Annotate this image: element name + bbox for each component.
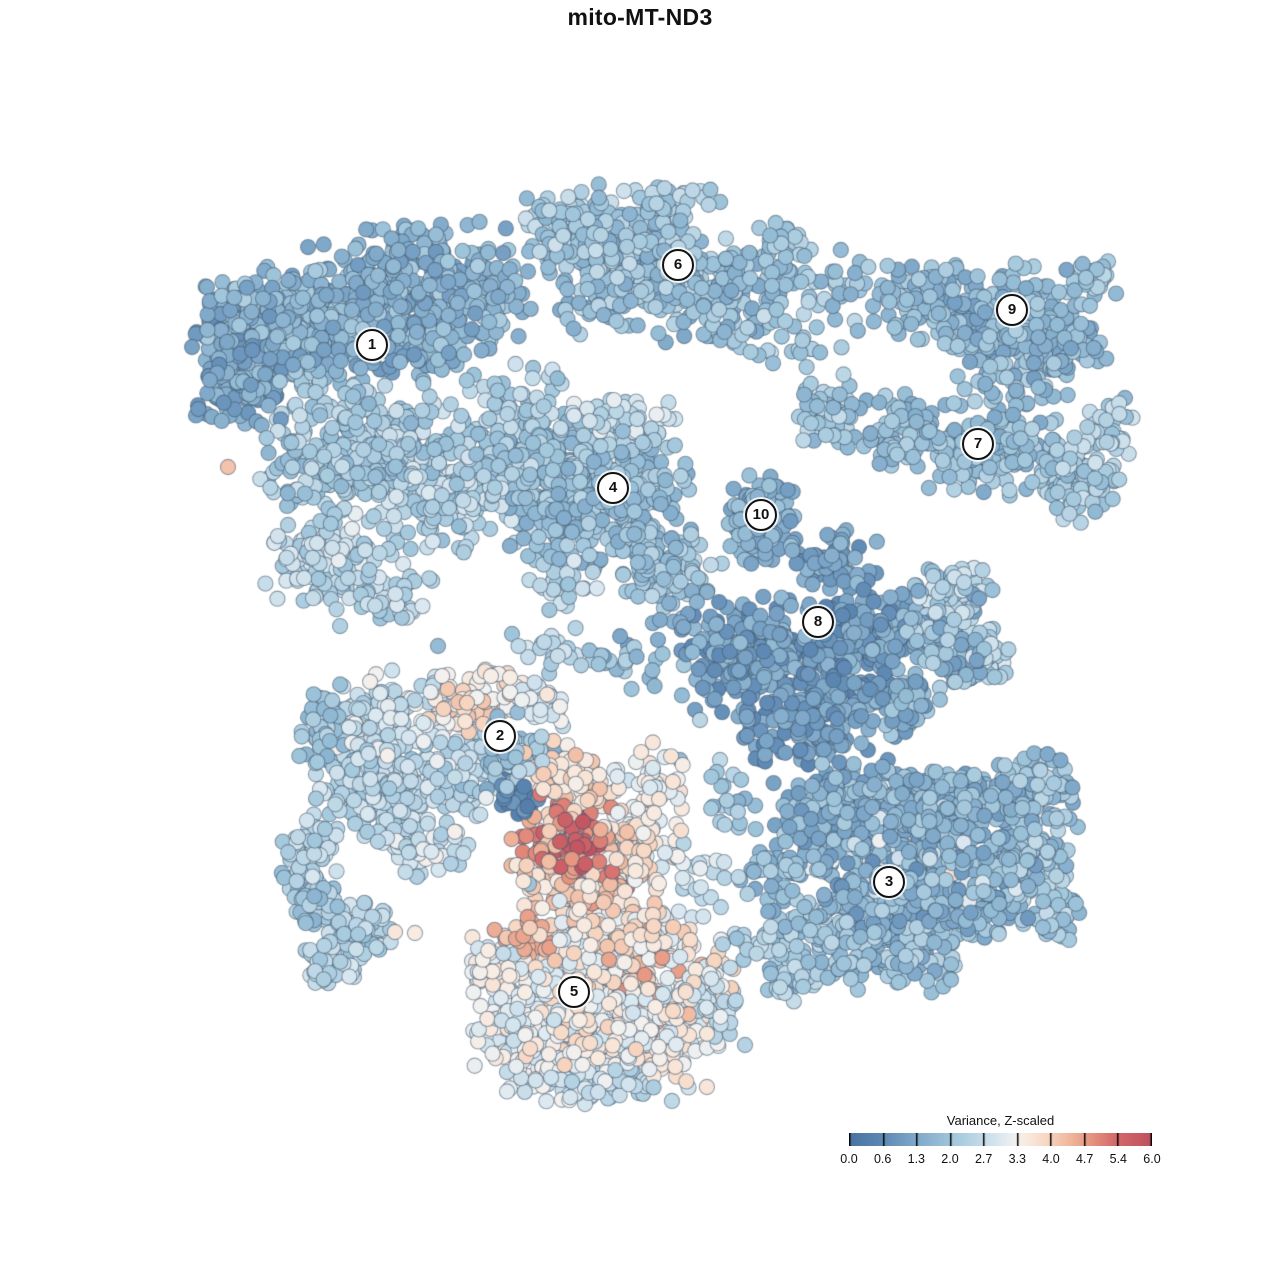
cluster-label-8: 8 xyxy=(802,606,834,638)
cluster-label-5: 5 xyxy=(558,976,590,1008)
legend-tick-label-4.0: 4.0 xyxy=(1042,1152,1060,1166)
legend-title: Variance, Z-scaled xyxy=(946,1113,1055,1128)
cluster-label-3: 3 xyxy=(873,866,905,898)
cluster-label-6: 6 xyxy=(662,249,694,281)
legend-tick-label-6.0: 6.0 xyxy=(1143,1152,1161,1166)
cluster-label-2: 2 xyxy=(484,720,516,752)
legend-tick-label-4.7: 4.7 xyxy=(1075,1152,1094,1166)
cluster-label-7: 7 xyxy=(962,428,994,460)
legend-tick-label-0.0: 0.0 xyxy=(840,1152,858,1166)
legend-tick-label-5.4: 5.4 xyxy=(1109,1152,1128,1166)
legend-tick-label-0.6: 0.6 xyxy=(873,1152,892,1166)
cluster-label-10: 10 xyxy=(745,499,777,531)
legend-tick-label-2.0: 2.0 xyxy=(941,1152,959,1166)
colorbar-gradient xyxy=(849,1133,1152,1146)
cluster-label-4: 4 xyxy=(597,472,629,504)
cluster-label-9: 9 xyxy=(996,294,1028,326)
legend-tick-label-1.3: 1.3 xyxy=(907,1152,926,1166)
cluster-label-1: 1 xyxy=(356,329,388,361)
legend-tick-label-2.7: 2.7 xyxy=(974,1152,993,1166)
legend-tick-label-3.3: 3.3 xyxy=(1008,1152,1027,1166)
